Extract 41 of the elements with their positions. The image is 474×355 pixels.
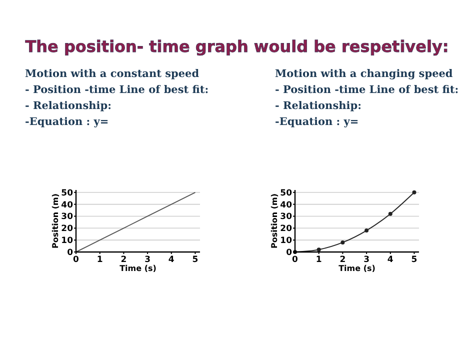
x-tick-label: 3 (364, 255, 370, 265)
point (364, 228, 369, 233)
y-tick-label: 20 (280, 224, 292, 234)
text: - Relationship: (275, 100, 362, 112)
point (388, 212, 392, 216)
x-tick-label: 1 (316, 255, 322, 265)
x-tick-label: 1 (96, 255, 103, 265)
text: Motion with a changing speed (275, 68, 454, 80)
point (316, 248, 321, 252)
y-tick-label: 20 (61, 224, 74, 234)
y-tick-label: 40 (280, 200, 292, 210)
y-tick-label: 10 (280, 236, 292, 246)
y-tick-label: 0 (67, 248, 74, 258)
x-tick-label: 3 (144, 255, 151, 265)
y-tick-label: 50 (280, 188, 292, 198)
x-tick-label: 2 (340, 255, 346, 265)
line-series (76, 192, 196, 252)
y-tick-label: 10 (61, 236, 74, 246)
x-tick-label: 5 (411, 255, 418, 265)
x-tick-label: 5 (192, 255, 198, 265)
x-tick-label: 4 (387, 255, 394, 265)
text: The position- time graph would be respetively: (25, 37, 449, 56)
y-axis-title: Position (m) (270, 193, 279, 249)
x-axis-title: Time (s) (338, 264, 376, 273)
text: - Relationship: (25, 100, 112, 112)
x-axis-title: Time (s) (120, 264, 156, 273)
text: -Equation : y= (25, 116, 109, 128)
text: Motion with a constant speed (25, 68, 200, 80)
y-tick-label: 40 (61, 200, 74, 210)
x-tick-label: 4 (168, 255, 174, 265)
y-tick-label: 50 (61, 188, 74, 198)
y-axis-title: Position (m) (51, 193, 60, 249)
text: -Equation : y= (275, 116, 359, 128)
text: - Position -time Line of best fit: (275, 84, 459, 96)
y-tick-label: 30 (61, 212, 74, 222)
x-tick-label: 2 (120, 255, 127, 265)
point (412, 190, 416, 194)
y-tick-label: 30 (280, 212, 292, 222)
point (340, 240, 345, 244)
y-tick-label: 0 (286, 248, 292, 258)
text: - Position -time Line of best fit: (25, 84, 209, 96)
